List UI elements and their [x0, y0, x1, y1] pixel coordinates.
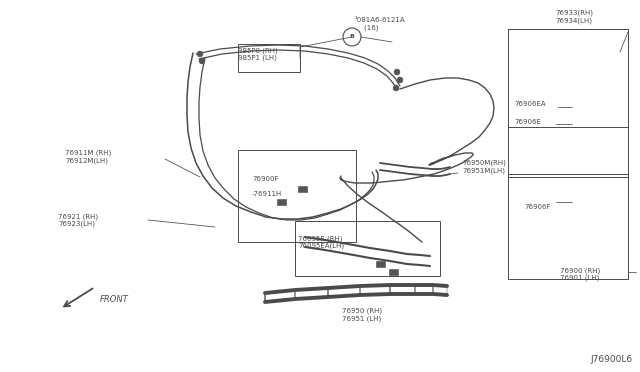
Bar: [508, 29, 628, 177]
Text: FRONT: FRONT: [100, 295, 129, 305]
Bar: [238, 44, 300, 72]
Bar: [376, 261, 385, 267]
Text: 76950M(RH)
76951M(LH): 76950M(RH) 76951M(LH): [462, 160, 506, 174]
Bar: [276, 199, 285, 205]
Text: 76906F: 76906F: [524, 204, 550, 210]
Text: 76950 (RH)
76951 (LH): 76950 (RH) 76951 (LH): [342, 308, 382, 322]
Text: 76906EA: 76906EA: [514, 101, 546, 107]
Text: 76095E (RH)
76095EA(LH): 76095E (RH) 76095EA(LH): [298, 235, 344, 249]
Bar: [298, 186, 307, 192]
Circle shape: [393, 85, 399, 91]
Bar: [388, 269, 397, 275]
Bar: [508, 174, 628, 279]
Text: 76900 (RH)
76901 (LH): 76900 (RH) 76901 (LH): [560, 267, 600, 281]
Text: 76921 (RH)
76923(LH): 76921 (RH) 76923(LH): [58, 213, 98, 227]
Bar: [508, 29, 628, 127]
Bar: [238, 150, 356, 242]
Text: 76933(RH)
76934(LH): 76933(RH) 76934(LH): [555, 10, 593, 24]
Text: B: B: [349, 35, 355, 39]
Text: 76906E: 76906E: [514, 119, 541, 125]
Circle shape: [394, 69, 400, 75]
Text: 985P0 (RH)
985P1 (LH): 985P0 (RH) 985P1 (LH): [238, 47, 278, 61]
Text: 76911M (RH)
76912M(LH): 76911M (RH) 76912M(LH): [65, 150, 111, 164]
Bar: [295, 221, 440, 276]
Text: J76900L6: J76900L6: [590, 356, 632, 365]
Text: -76911H: -76911H: [252, 191, 282, 197]
Circle shape: [397, 77, 403, 83]
Circle shape: [197, 51, 203, 57]
Text: 76900F: 76900F: [252, 176, 278, 182]
Text: ¹081A6-6121A
    (16): ¹081A6-6121A (16): [355, 17, 406, 31]
Circle shape: [199, 58, 205, 64]
